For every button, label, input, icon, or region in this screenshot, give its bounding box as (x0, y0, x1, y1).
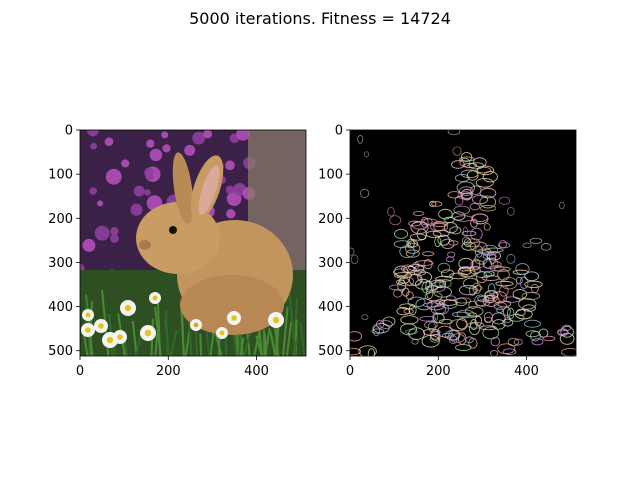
right-ytick-label: 200 (318, 212, 343, 227)
left-xtick-label: 400 (244, 364, 269, 379)
left-ytick-label: 400 (48, 300, 73, 315)
left-ytick-label: 100 (48, 168, 73, 183)
left-ytick-label: 200 (48, 212, 73, 227)
evolved-glyphs (350, 130, 576, 356)
left-xtick-label: 0 (76, 364, 84, 379)
right-ytick-label: 400 (318, 300, 343, 315)
left-axes: 0 200 400 0 100 200 300 400 500 (48, 124, 269, 380)
left-ytick-label: 300 (48, 256, 73, 271)
right-axes: 0 200 400 0 100 200 300 400 500 (318, 124, 539, 380)
right-xtick-label: 0 (346, 364, 354, 379)
left-xtick-label: 200 (156, 364, 181, 379)
right-image (350, 130, 576, 356)
figure-title: 5000 iterations. Fitness = 14724 (189, 9, 451, 28)
daisies (81, 292, 284, 348)
right-panel: 0 200 400 0 100 200 300 400 500 (318, 124, 577, 380)
right-xtick-label: 200 (426, 364, 451, 379)
right-xtick-label: 400 (514, 364, 539, 379)
left-panel: 0 200 400 0 100 200 300 400 500 (48, 124, 307, 380)
left-image (80, 130, 306, 356)
left-ytick-label: 500 (48, 344, 73, 359)
right-ytick-label: 300 (318, 256, 343, 271)
right-ytick-label: 100 (318, 168, 343, 183)
right-ytick-label: 0 (335, 124, 343, 139)
right-ytick-label: 500 (318, 344, 343, 359)
rabbit (136, 152, 293, 335)
left-ytick-label: 0 (65, 124, 73, 139)
